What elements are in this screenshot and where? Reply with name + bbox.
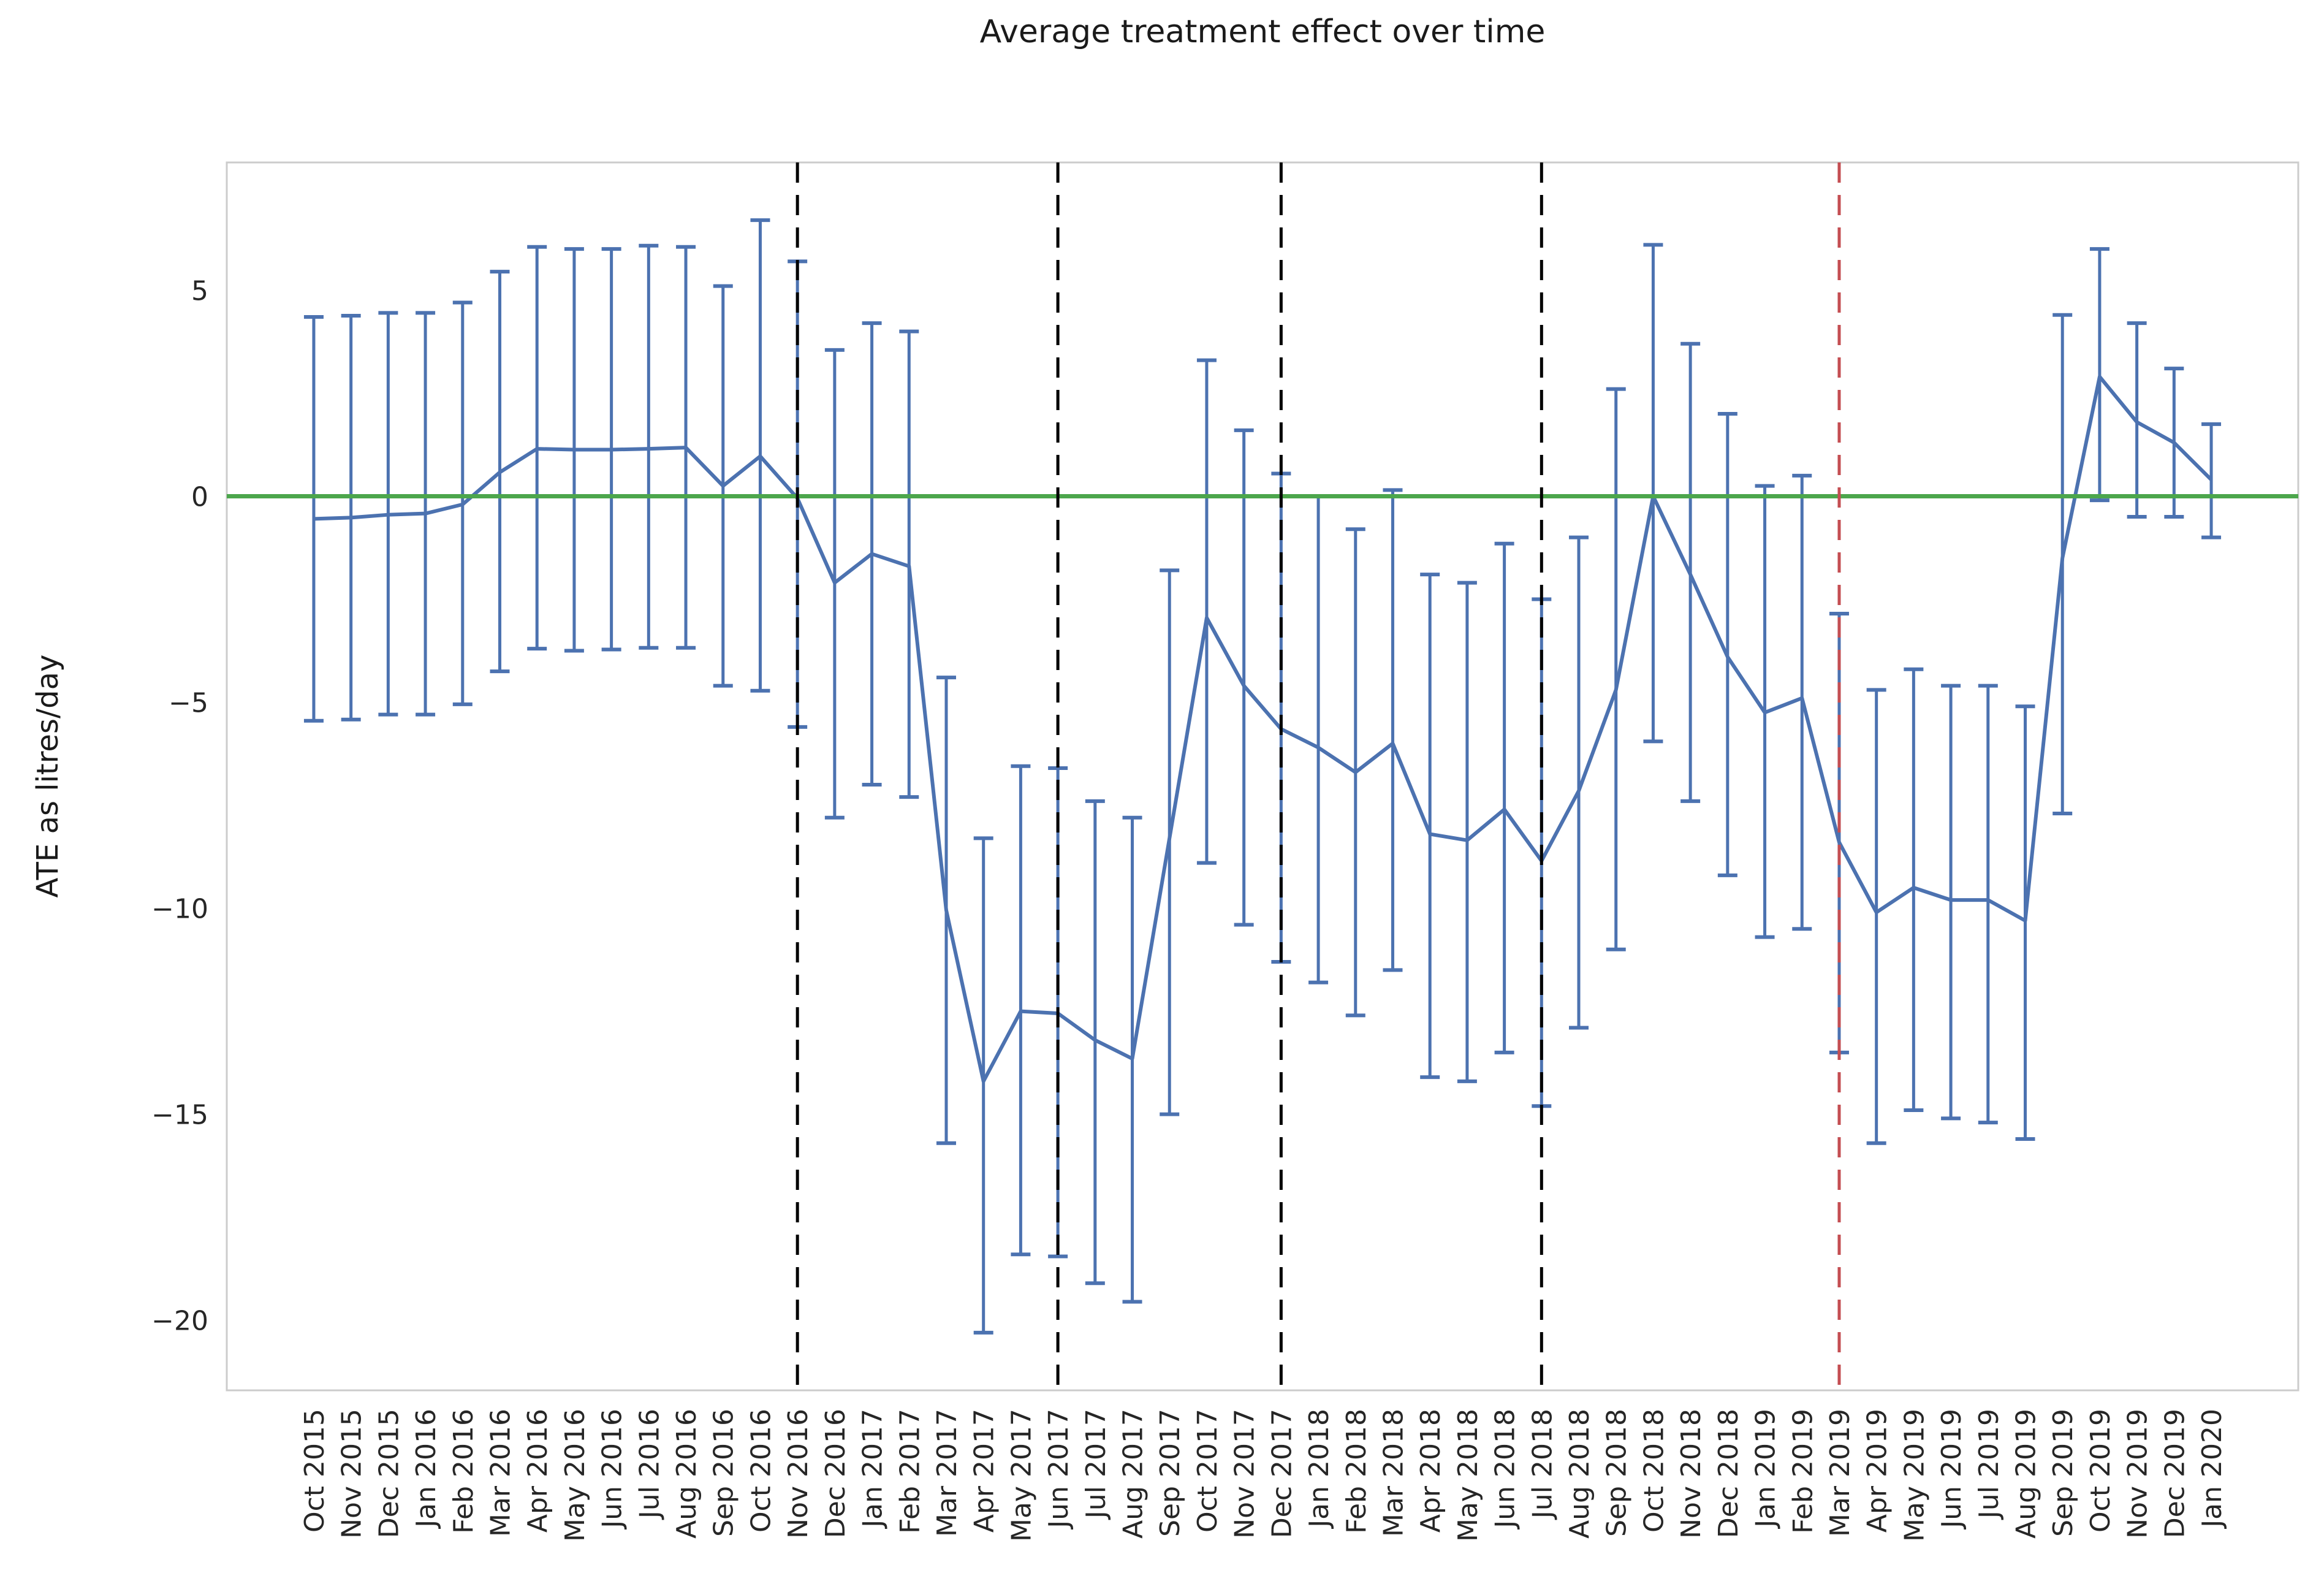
- y-tick-label: −10: [151, 894, 208, 925]
- x-tick-label: Jul 2016: [634, 1409, 665, 1520]
- x-tick-label: Apr 2019: [1862, 1409, 1893, 1533]
- x-tick-label: Nov 2015: [336, 1409, 368, 1539]
- plot-border: [226, 161, 2299, 1392]
- x-tick-label: Nov 2018: [1676, 1409, 1707, 1539]
- x-tick-labels-group: Oct 2015 Nov 2015 Dec 2015 Jan 2016 Feb 2016…: [299, 1409, 2228, 1542]
- ate-trend-line: [313, 375, 2213, 1083]
- x-tick-label: Apr 2016: [522, 1409, 553, 1533]
- x-tick-label: Oct 2018: [1638, 1409, 1669, 1533]
- x-tick-label: Jan 2020: [2197, 1409, 2228, 1530]
- x-tick-label: Oct 2016: [745, 1409, 777, 1533]
- x-tick-label: Jan 2017: [857, 1409, 889, 1530]
- x-tick-label: Dec 2018: [1713, 1409, 1744, 1538]
- x-tick-label: May 2018: [1452, 1409, 1484, 1542]
- x-tick-label: May 2017: [1006, 1409, 1037, 1542]
- x-tick-label: Feb 2016: [448, 1409, 479, 1534]
- x-tick-label: Jan 2016: [411, 1409, 442, 1530]
- x-tick-label: Sep 2018: [1601, 1409, 1633, 1537]
- x-tick-label: Dec 2019: [2159, 1409, 2190, 1538]
- x-tick-label: Sep 2016: [708, 1409, 740, 1537]
- x-tick-label: Aug 2017: [1118, 1409, 1149, 1539]
- x-tick-label: Feb 2018: [1341, 1409, 1372, 1534]
- x-tick-label: Jun 2016: [597, 1409, 628, 1530]
- error-bars-group: [303, 218, 2222, 1335]
- x-tick-label: Feb 2019: [1787, 1409, 1818, 1534]
- x-tick-label: Mar 2018: [1378, 1409, 1409, 1537]
- x-tick-label: Dec 2015: [373, 1409, 404, 1538]
- x-tick-label: Dec 2016: [820, 1409, 851, 1538]
- x-tick-label: May 2016: [560, 1409, 591, 1542]
- x-tick-label: Aug 2018: [1564, 1409, 1595, 1539]
- x-tick-label: Oct 2017: [1192, 1409, 1223, 1533]
- x-tick-label: Nov 2019: [2122, 1409, 2154, 1539]
- x-tick-label: Mar 2019: [1825, 1409, 1856, 1537]
- x-tick-label: Apr 2018: [1415, 1409, 1446, 1533]
- y-tick-label: −5: [169, 688, 208, 719]
- x-tick-label: Oct 2015: [299, 1409, 330, 1533]
- x-tick-label: Apr 2017: [969, 1409, 1000, 1533]
- x-tick-label: Jan 2018: [1304, 1409, 1335, 1530]
- x-tick-label: Jun 2019: [1936, 1409, 1967, 1530]
- y-tick-label: 5: [191, 275, 208, 307]
- x-tick-label: Jul 2019: [1973, 1409, 2005, 1520]
- x-tick-label: Sep 2017: [1155, 1409, 1186, 1537]
- y-tick-label: −15: [151, 1100, 208, 1131]
- x-tick-label: Jun 2018: [1490, 1409, 1521, 1530]
- x-tick-label: Jul 2017: [1080, 1409, 1112, 1520]
- y-tick-label: −20: [151, 1306, 208, 1337]
- x-tick-label: Dec 2017: [1266, 1409, 1297, 1538]
- x-tick-label: Nov 2017: [1229, 1409, 1261, 1539]
- y-tick-label: 0: [191, 481, 208, 512]
- x-tick-label: Sep 2019: [2048, 1409, 2079, 1537]
- x-tick-label: Mar 2016: [485, 1409, 516, 1537]
- x-tick-label: Feb 2017: [894, 1409, 925, 1534]
- x-tick-label: Aug 2016: [671, 1409, 702, 1539]
- chart-title: Average treatment effect over time: [979, 13, 1546, 50]
- x-tick-label: May 2019: [1899, 1409, 1930, 1542]
- x-tick-label: Oct 2019: [2085, 1409, 2116, 1533]
- x-tick-label: Mar 2017: [932, 1409, 963, 1537]
- x-tick-label: Aug 2019: [2011, 1409, 2042, 1539]
- x-tick-label: Jan 2019: [1750, 1409, 1782, 1530]
- x-tick-label: Nov 2016: [783, 1409, 814, 1539]
- x-tick-label: Jul 2018: [1527, 1409, 1558, 1520]
- y-tick-labels-group: 5 0 −5 −10 −15 −20: [151, 275, 208, 1336]
- x-tick-label: Jun 2017: [1043, 1409, 1074, 1530]
